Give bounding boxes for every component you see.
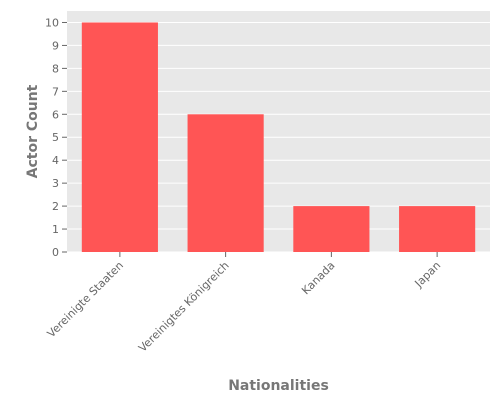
y-tick-label: 8 bbox=[52, 62, 59, 75]
bar-japan bbox=[399, 206, 476, 252]
x-axis-ticks: Vereinigte Staaten Vereinigtes Königreich… bbox=[45, 252, 444, 355]
y-axis-ticks: 0 1 2 3 4 5 6 7 8 9 10 bbox=[45, 16, 67, 259]
y-tick-label: 1 bbox=[52, 223, 59, 236]
y-tick-label: 9 bbox=[52, 39, 59, 52]
x-axis-title: Nationalities bbox=[228, 378, 329, 394]
bar-vereinigtes-k-nigreich bbox=[187, 114, 264, 253]
y-tick-label: 4 bbox=[52, 154, 59, 167]
y-tick-label: 5 bbox=[52, 131, 59, 144]
y-tick-label: 2 bbox=[52, 200, 59, 213]
x-tick-label: Japan bbox=[412, 259, 444, 291]
y-tick-label: 10 bbox=[45, 16, 59, 29]
bar-vereinigte-staaten bbox=[81, 22, 158, 252]
y-tick-label: 0 bbox=[52, 246, 59, 259]
y-tick-label: 6 bbox=[52, 108, 59, 121]
x-tick-label: Kanada bbox=[299, 259, 337, 297]
y-tick-label: 3 bbox=[52, 177, 59, 190]
y-axis-title: Actor Count bbox=[25, 84, 41, 178]
bars bbox=[81, 22, 476, 253]
y-tick-label: 7 bbox=[52, 85, 59, 98]
x-tick-label: Vereinigtes Königreich bbox=[136, 259, 232, 355]
bar-kanada bbox=[293, 206, 370, 252]
x-tick-label: Vereinigte Staaten bbox=[45, 259, 126, 340]
